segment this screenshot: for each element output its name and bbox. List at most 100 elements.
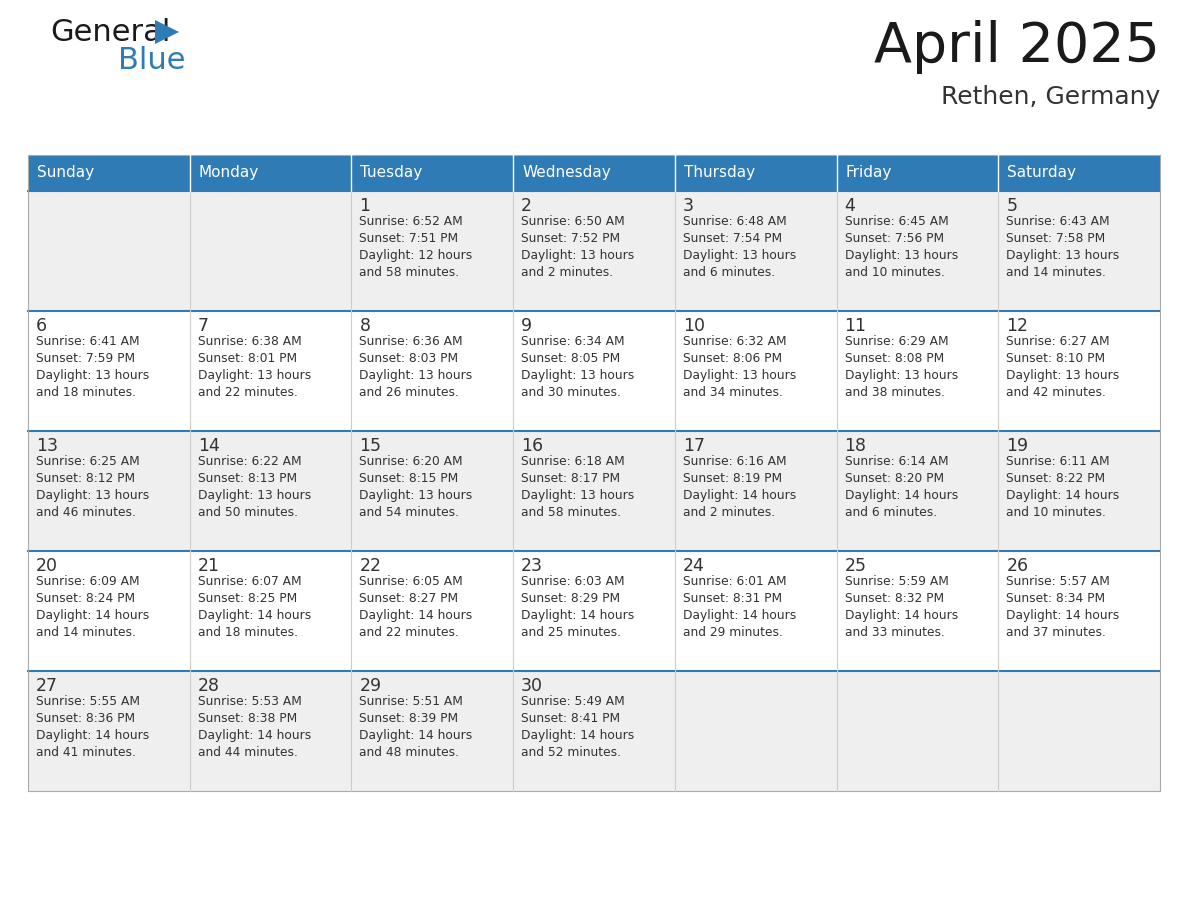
Bar xyxy=(29,311,190,431)
Text: General: General xyxy=(50,18,170,47)
Bar xyxy=(352,155,513,191)
Text: Sunrise: 6:45 AM: Sunrise: 6:45 AM xyxy=(845,215,948,228)
Text: Sunset: 8:05 PM: Sunset: 8:05 PM xyxy=(522,352,620,365)
Text: 25: 25 xyxy=(845,557,866,575)
Text: Sunset: 7:54 PM: Sunset: 7:54 PM xyxy=(683,232,782,245)
Bar xyxy=(190,191,352,311)
Text: Blue: Blue xyxy=(118,46,185,75)
Bar xyxy=(998,155,1159,191)
Text: and 41 minutes.: and 41 minutes. xyxy=(36,746,135,759)
Text: Sunset: 8:25 PM: Sunset: 8:25 PM xyxy=(197,592,297,605)
Text: Sunset: 8:01 PM: Sunset: 8:01 PM xyxy=(197,352,297,365)
Text: Daylight: 13 hours: Daylight: 13 hours xyxy=(683,249,796,262)
Text: Daylight: 13 hours: Daylight: 13 hours xyxy=(197,489,311,502)
Bar xyxy=(836,155,998,191)
Text: Daylight: 14 hours: Daylight: 14 hours xyxy=(360,729,473,742)
Text: 19: 19 xyxy=(1006,437,1029,455)
Bar xyxy=(998,671,1159,791)
Text: Sunset: 8:10 PM: Sunset: 8:10 PM xyxy=(1006,352,1105,365)
Text: and 14 minutes.: and 14 minutes. xyxy=(1006,266,1106,279)
Bar xyxy=(190,551,352,671)
Text: Daylight: 14 hours: Daylight: 14 hours xyxy=(197,609,311,622)
Bar xyxy=(29,191,190,311)
Text: Daylight: 14 hours: Daylight: 14 hours xyxy=(36,609,150,622)
Text: 29: 29 xyxy=(360,677,381,695)
Text: Daylight: 13 hours: Daylight: 13 hours xyxy=(360,489,473,502)
Text: 12: 12 xyxy=(1006,317,1029,335)
Text: Daylight: 12 hours: Daylight: 12 hours xyxy=(360,249,473,262)
Bar xyxy=(190,431,352,551)
Text: Sunset: 7:58 PM: Sunset: 7:58 PM xyxy=(1006,232,1106,245)
Text: Daylight: 13 hours: Daylight: 13 hours xyxy=(845,249,958,262)
Text: Wednesday: Wednesday xyxy=(523,165,611,181)
Bar xyxy=(352,551,513,671)
Text: Daylight: 13 hours: Daylight: 13 hours xyxy=(522,489,634,502)
Text: 23: 23 xyxy=(522,557,543,575)
Text: Daylight: 13 hours: Daylight: 13 hours xyxy=(197,369,311,382)
Text: and 38 minutes.: and 38 minutes. xyxy=(845,386,944,399)
Text: Sunrise: 6:20 AM: Sunrise: 6:20 AM xyxy=(360,455,463,468)
Text: Sunset: 8:34 PM: Sunset: 8:34 PM xyxy=(1006,592,1105,605)
Text: Sunrise: 6:01 AM: Sunrise: 6:01 AM xyxy=(683,575,786,588)
Text: Sunrise: 6:05 AM: Sunrise: 6:05 AM xyxy=(360,575,463,588)
Bar xyxy=(998,191,1159,311)
Bar xyxy=(675,191,836,311)
Text: Daylight: 13 hours: Daylight: 13 hours xyxy=(522,249,634,262)
Text: Tuesday: Tuesday xyxy=(360,165,423,181)
Text: Daylight: 13 hours: Daylight: 13 hours xyxy=(845,369,958,382)
Text: Sunrise: 6:18 AM: Sunrise: 6:18 AM xyxy=(522,455,625,468)
Text: Sunset: 8:08 PM: Sunset: 8:08 PM xyxy=(845,352,943,365)
Text: April 2025: April 2025 xyxy=(874,20,1159,74)
Bar xyxy=(352,431,513,551)
Bar xyxy=(675,155,836,191)
Text: Sunrise: 6:52 AM: Sunrise: 6:52 AM xyxy=(360,215,463,228)
Text: 8: 8 xyxy=(360,317,371,335)
Bar xyxy=(190,671,352,791)
Bar xyxy=(675,671,836,791)
Text: Sunrise: 6:38 AM: Sunrise: 6:38 AM xyxy=(197,335,302,348)
Text: Daylight: 13 hours: Daylight: 13 hours xyxy=(36,369,150,382)
Text: 24: 24 xyxy=(683,557,704,575)
Bar xyxy=(513,311,675,431)
Bar xyxy=(352,671,513,791)
Text: Daylight: 14 hours: Daylight: 14 hours xyxy=(522,729,634,742)
Text: and 2 minutes.: and 2 minutes. xyxy=(683,506,775,519)
Text: 10: 10 xyxy=(683,317,704,335)
Text: Sunrise: 6:16 AM: Sunrise: 6:16 AM xyxy=(683,455,786,468)
Text: Sunset: 8:31 PM: Sunset: 8:31 PM xyxy=(683,592,782,605)
Text: Daylight: 14 hours: Daylight: 14 hours xyxy=(36,729,150,742)
Text: and 29 minutes.: and 29 minutes. xyxy=(683,626,783,639)
Text: Sunrise: 5:53 AM: Sunrise: 5:53 AM xyxy=(197,695,302,708)
Text: Sunrise: 6:14 AM: Sunrise: 6:14 AM xyxy=(845,455,948,468)
Text: and 10 minutes.: and 10 minutes. xyxy=(1006,506,1106,519)
Text: Sunset: 8:39 PM: Sunset: 8:39 PM xyxy=(360,712,459,725)
Text: Sunrise: 6:36 AM: Sunrise: 6:36 AM xyxy=(360,335,463,348)
Text: Daylight: 13 hours: Daylight: 13 hours xyxy=(1006,249,1119,262)
Text: 20: 20 xyxy=(36,557,58,575)
Text: 6: 6 xyxy=(36,317,48,335)
Text: and 6 minutes.: and 6 minutes. xyxy=(683,266,775,279)
Text: Sunset: 7:56 PM: Sunset: 7:56 PM xyxy=(845,232,943,245)
Text: 21: 21 xyxy=(197,557,220,575)
Text: Sunset: 8:19 PM: Sunset: 8:19 PM xyxy=(683,472,782,485)
Text: Sunset: 8:17 PM: Sunset: 8:17 PM xyxy=(522,472,620,485)
Bar xyxy=(998,311,1159,431)
Text: Thursday: Thursday xyxy=(684,165,756,181)
Bar xyxy=(675,311,836,431)
Text: and 50 minutes.: and 50 minutes. xyxy=(197,506,298,519)
Text: 9: 9 xyxy=(522,317,532,335)
Text: and 18 minutes.: and 18 minutes. xyxy=(36,386,135,399)
Text: Sunset: 8:36 PM: Sunset: 8:36 PM xyxy=(36,712,135,725)
Text: Sunrise: 6:48 AM: Sunrise: 6:48 AM xyxy=(683,215,786,228)
Bar xyxy=(190,311,352,431)
Text: Sunrise: 6:09 AM: Sunrise: 6:09 AM xyxy=(36,575,140,588)
Text: Sunrise: 6:03 AM: Sunrise: 6:03 AM xyxy=(522,575,625,588)
Text: Sunset: 7:51 PM: Sunset: 7:51 PM xyxy=(360,232,459,245)
Bar xyxy=(836,551,998,671)
Text: Sunrise: 5:57 AM: Sunrise: 5:57 AM xyxy=(1006,575,1110,588)
Text: Daylight: 14 hours: Daylight: 14 hours xyxy=(845,609,958,622)
Text: and 26 minutes.: and 26 minutes. xyxy=(360,386,460,399)
Bar xyxy=(998,431,1159,551)
Text: and 10 minutes.: and 10 minutes. xyxy=(845,266,944,279)
Text: Daylight: 14 hours: Daylight: 14 hours xyxy=(683,609,796,622)
